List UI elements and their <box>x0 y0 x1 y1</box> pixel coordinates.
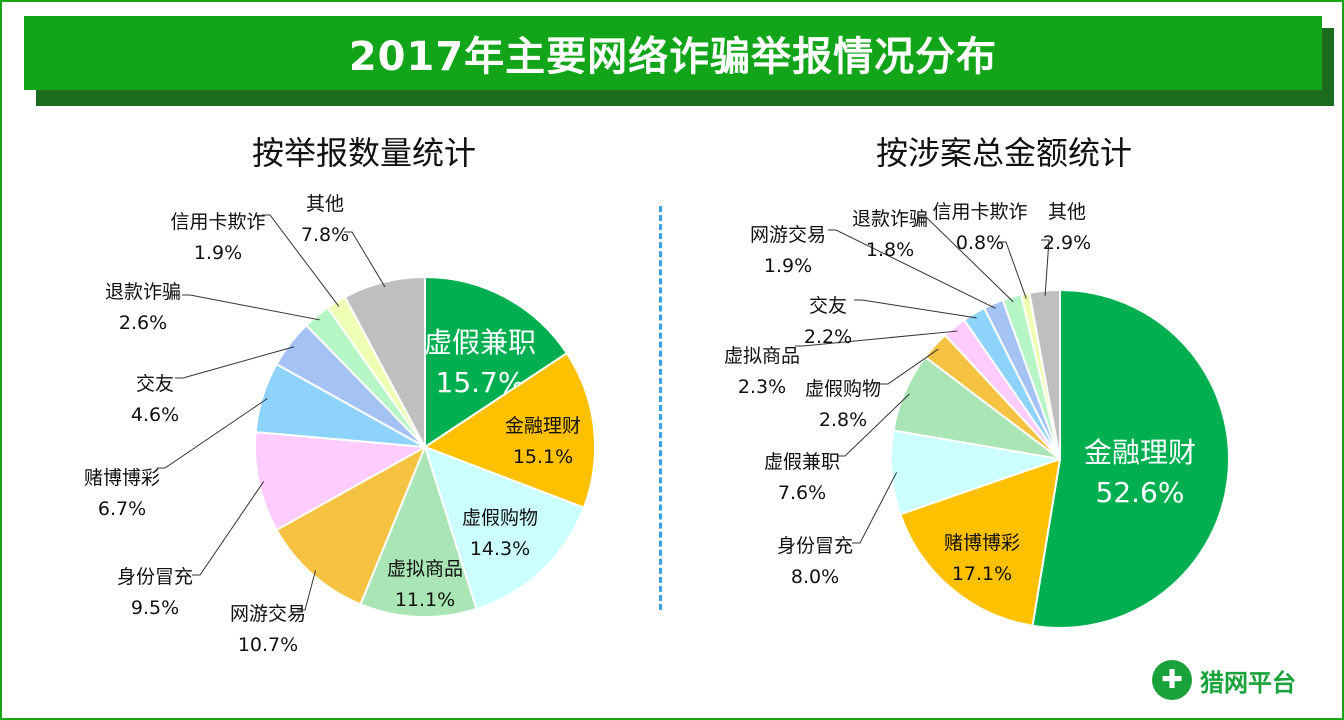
slice-label: 虚拟商品 <box>724 345 800 367</box>
slice-label: 虚假购物 <box>462 507 538 529</box>
slice-value-label: 11.1% <box>395 589 455 611</box>
slice-value-label: 2.2% <box>804 326 852 348</box>
pie-slice <box>423 445 586 611</box>
slice-label: 信用卡欺诈 <box>170 211 265 233</box>
leader-line <box>837 393 910 457</box>
slice-label: 网游交易 <box>230 603 306 625</box>
page-title: 2017年主要网络诈骗举报情况分布 <box>348 34 998 80</box>
pie-slice <box>343 275 426 448</box>
slice-value-label: 6.7% <box>98 498 146 520</box>
slice-label: 退款诈骗 <box>852 208 928 230</box>
leader-line <box>192 481 265 576</box>
slice-value-label: 7.8% <box>301 224 349 246</box>
slice-label: 赌博博彩 <box>944 532 1020 554</box>
leader-line <box>175 346 295 379</box>
slice-label: 信用卡欺诈 <box>932 201 1027 223</box>
slice-label: 虚假购物 <box>805 378 881 400</box>
slice-label: 退款诈骗 <box>105 281 181 303</box>
slice-label: 其他 <box>306 193 344 215</box>
logo: ✚ 猎网平台 <box>1152 660 1296 700</box>
plus-shield-icon: ✚ <box>1152 660 1192 700</box>
slice-label: 金融理财 <box>505 415 581 437</box>
slice-value-label: 14.3% <box>470 538 530 560</box>
pie-slice <box>1031 288 1230 629</box>
slice-label: 虚拟商品 <box>387 558 463 580</box>
slice-value-label: 2.3% <box>738 376 786 398</box>
slice-label: 交友 <box>809 295 847 317</box>
slice-label: 金融理财 <box>1084 436 1196 469</box>
slice-label: 其他 <box>1048 201 1086 223</box>
slice-value-label: 7.6% <box>778 482 826 504</box>
leader-line <box>344 231 386 288</box>
leader-line <box>852 472 898 544</box>
pie-chart-amount: 金融理财 52.6% 赌博博彩 17.1% 身份冒充 8.0% 虚假兼职 7.6% 虚假购物 2.… <box>724 201 1230 629</box>
slice-value-label: 52.6% <box>1096 476 1185 509</box>
pie-slice <box>424 275 569 449</box>
slice-label: 赌博博彩 <box>84 467 160 489</box>
slice-value-label: 4.6% <box>131 404 179 426</box>
slice-label: 交友 <box>136 373 174 395</box>
leader-line <box>998 241 1027 299</box>
logo-text: 猎网平台 <box>1200 668 1296 697</box>
slice-value-label: 0.8% <box>956 232 1004 254</box>
chart-divider <box>659 206 662 610</box>
pie-slice <box>1028 288 1061 460</box>
pie-slice <box>422 351 596 509</box>
leader-line <box>918 216 1014 303</box>
leader-line <box>297 570 317 611</box>
pie-slice <box>254 430 429 532</box>
leader-line <box>157 398 268 469</box>
slice-value-label: 10.7% <box>238 634 298 656</box>
leader-line <box>795 330 958 347</box>
chart-title-amount: 按涉案总金额统计 <box>875 134 1132 172</box>
slice-value-label: 8.0% <box>791 566 839 588</box>
pie-slice <box>275 444 428 606</box>
slice-value-label: 15.1% <box>513 446 573 468</box>
slice-value-label: 9.5% <box>131 597 179 619</box>
pie-chart-count: 虚假兼职15.7%金融理财15.1%虚假购物14.3%虚拟商品11.1%网游交易… <box>84 193 596 656</box>
slice-label: 网游交易 <box>750 224 826 246</box>
leader-line <box>880 348 939 385</box>
leader-line <box>262 214 340 307</box>
slice-value-label: 1.9% <box>764 255 812 277</box>
leader-line <box>854 299 977 319</box>
chart-title-count: 按举报数量统计 <box>251 134 476 172</box>
slice-label: 身份冒充 <box>117 566 193 588</box>
title-banner: 2017年主要网络诈骗举报情况分布 <box>24 16 1322 90</box>
slice-label: 身份冒充 <box>777 535 853 557</box>
slice-value-label: 17.1% <box>952 563 1012 585</box>
slice-label: 虚假兼职 <box>424 326 536 359</box>
pie-slice <box>359 444 478 618</box>
slice-value-label: 2.9% <box>1043 232 1091 254</box>
leader-line <box>828 229 996 309</box>
leader-line <box>182 294 320 321</box>
leader-line <box>1041 239 1050 296</box>
slice-value-label: 1.8% <box>866 239 914 261</box>
slice-value-label: 2.6% <box>119 312 167 334</box>
slice-value-label: 2.8% <box>819 409 867 431</box>
slice-label: 虚假兼职 <box>764 451 840 473</box>
slice-value-label: 1.9% <box>194 242 242 264</box>
